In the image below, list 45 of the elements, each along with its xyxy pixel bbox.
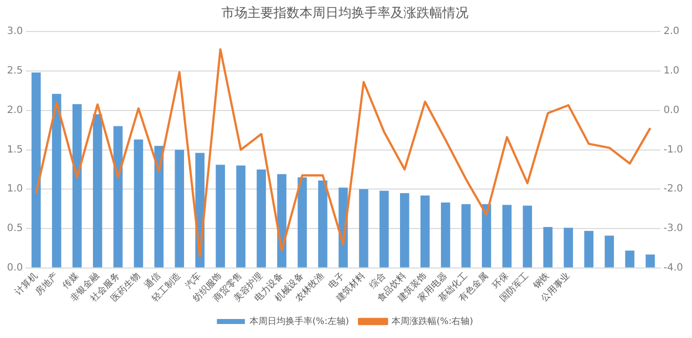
bar (256, 169, 266, 268)
bar (522, 206, 532, 268)
y-tick-label: 2.5 (6, 66, 23, 77)
bar (482, 204, 492, 268)
bar (359, 189, 368, 268)
bar (236, 166, 246, 268)
bar (72, 104, 82, 268)
bar (318, 180, 328, 268)
bar (543, 226, 553, 268)
bar (113, 126, 123, 268)
bar (625, 250, 634, 268)
bar (154, 146, 164, 268)
bar (604, 236, 614, 268)
y2-tick-label: 0.0 (663, 104, 680, 116)
y2-tick-label: -1.0 (663, 144, 684, 156)
bar (400, 193, 410, 268)
y-tick-label: 1.0 (6, 184, 23, 195)
bar (380, 190, 389, 268)
bar (420, 195, 430, 268)
y-tick-label: 2.0 (6, 104, 23, 116)
legend-label: 本周涨跌幅(%:右轴) (392, 316, 474, 327)
bar (502, 204, 512, 268)
bar (564, 228, 573, 268)
bar (461, 204, 471, 268)
bar (298, 177, 307, 268)
y-tick-label: 0.0 (6, 262, 23, 274)
bar (32, 72, 41, 268)
y-tick-label: 1.5 (6, 144, 23, 156)
chart-title: 市场主要指数本周日均换手率及涨跌幅情况 (222, 5, 468, 22)
y-tick-label: 3.0 (6, 26, 23, 38)
y-tick-label: 0.5 (6, 223, 23, 234)
y2-tick-label: 2.0 (663, 26, 680, 38)
bar (174, 150, 184, 268)
bar (92, 114, 102, 268)
y2-tick-label: -3.0 (663, 223, 684, 234)
y2-tick-label: -2.0 (663, 184, 684, 195)
bar (440, 202, 450, 268)
y2-tick-label: -4.0 (663, 262, 684, 274)
bar (134, 140, 144, 268)
bar (584, 230, 594, 268)
bar (216, 164, 225, 268)
y2-tick-label: 1.0 (663, 66, 680, 77)
legend-label: 本周日均换手率(%:左轴) (249, 316, 350, 327)
bar (646, 254, 655, 268)
bar (52, 94, 62, 268)
